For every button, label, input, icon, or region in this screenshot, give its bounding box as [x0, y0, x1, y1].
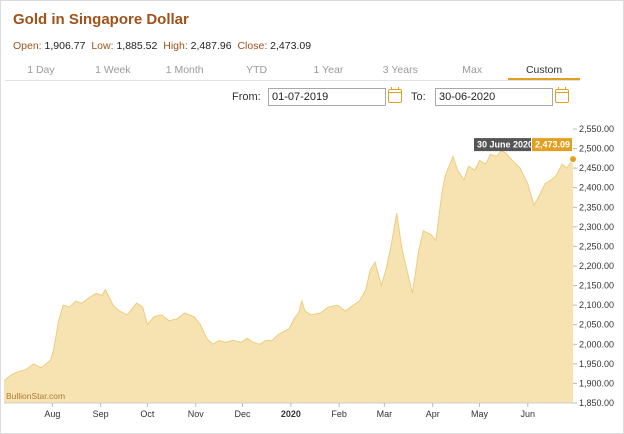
- low-value: 1,885.52: [116, 40, 158, 52]
- tooltip-date: 30 June 2020: [477, 140, 533, 150]
- close-value: 2,473.09: [270, 40, 312, 52]
- open-label: Open:: [13, 40, 42, 52]
- x-tick-label: Mar: [377, 409, 393, 419]
- tab-ytd[interactable]: YTD: [246, 64, 268, 76]
- y-tick-label: 2,250.00: [579, 241, 614, 251]
- y-tick-label: 1,900.00: [579, 378, 614, 388]
- time-range-tabs: 1 Day 1 Week 1 Month YTD 1 Year 3 Years …: [5, 60, 580, 81]
- high-label: High:: [163, 40, 188, 52]
- tab-custom[interactable]: Custom: [508, 60, 580, 80]
- tab-1-month[interactable]: 1 Month: [165, 64, 204, 76]
- watermark: BullionStar.com: [6, 391, 66, 401]
- chart-title: Gold in Singapore Dollar: [13, 11, 189, 28]
- x-tick-label: May: [471, 409, 489, 419]
- to-label: To:: [411, 91, 426, 103]
- last-price-marker[interactable]: [569, 155, 577, 164]
- tab-1-week[interactable]: 1 Week: [95, 64, 131, 76]
- x-tick-label: Feb: [331, 409, 347, 419]
- x-tick-label: Sep: [93, 409, 109, 419]
- y-tick-label: 2,350.00: [579, 202, 614, 212]
- y-tick-label: 2,150.00: [579, 281, 614, 291]
- to-calendar-icon[interactable]: [555, 87, 569, 103]
- y-tick-label: 2,550.00: [579, 124, 614, 134]
- y-tick-label: 2,500.00: [579, 144, 614, 154]
- tab-1-year[interactable]: 1 Year: [313, 64, 344, 76]
- close-label: Close:: [237, 40, 268, 52]
- tab-3-years[interactable]: 3 Years: [382, 64, 418, 76]
- tooltip-date-box: [474, 138, 531, 152]
- x-tick-label: Jun: [521, 409, 536, 419]
- y-tick-label: 2,100.00: [579, 300, 614, 310]
- high-value: 2,487.96: [190, 40, 232, 52]
- y-tick-label: 2,450.00: [579, 163, 614, 173]
- from-date-input[interactable]: [268, 88, 386, 106]
- price-area: [4, 150, 573, 403]
- to-date-input[interactable]: [435, 88, 553, 106]
- tooltip-value: 2,473.09: [535, 140, 570, 150]
- price-line: [3, 149, 574, 382]
- open-value: 1,906.77: [44, 40, 86, 52]
- y-tick-label: 2,200.00: [579, 261, 614, 271]
- from-calendar-icon[interactable]: [388, 87, 402, 103]
- x-tick-label: Apr: [426, 409, 440, 419]
- y-axis: 1,850.00 1,900.00 1,950.00 2,000.00 2,050.00…: [573, 124, 614, 408]
- y-tick-label: 2,300.00: [579, 222, 614, 232]
- y-tick-label: 2,050.00: [579, 320, 614, 330]
- x-tick-label: Dec: [235, 409, 252, 419]
- x-tick-label: Oct: [140, 409, 155, 419]
- ohlc-summary: Open: 1,906.77 Low: 1,885.52 High: 2,487…: [13, 40, 314, 52]
- x-axis: Aug Sep Oct Nov Dec 2020 Feb Mar Apr May Jun: [4, 402, 573, 419]
- x-tick-label: Aug: [44, 409, 60, 419]
- x-tick-label: 2020: [281, 409, 301, 419]
- from-label: From:: [232, 91, 261, 103]
- plot-area: [3, 149, 574, 403]
- price-tooltip: 30 June 2020 2,473.09: [474, 138, 572, 152]
- y-tick-label: 1,950.00: [579, 359, 614, 369]
- low-label: Low:: [91, 40, 114, 52]
- x-tick-label: Nov: [188, 409, 205, 419]
- y-tick-label: 2,400.00: [579, 183, 614, 193]
- y-tick-label: 2,000.00: [579, 339, 614, 349]
- tooltip-value-box: [532, 138, 572, 152]
- tab-max[interactable]: Max: [462, 64, 483, 76]
- y-tick-label: 1,850.00: [579, 398, 614, 408]
- tab-1-day[interactable]: 1 Day: [27, 64, 55, 76]
